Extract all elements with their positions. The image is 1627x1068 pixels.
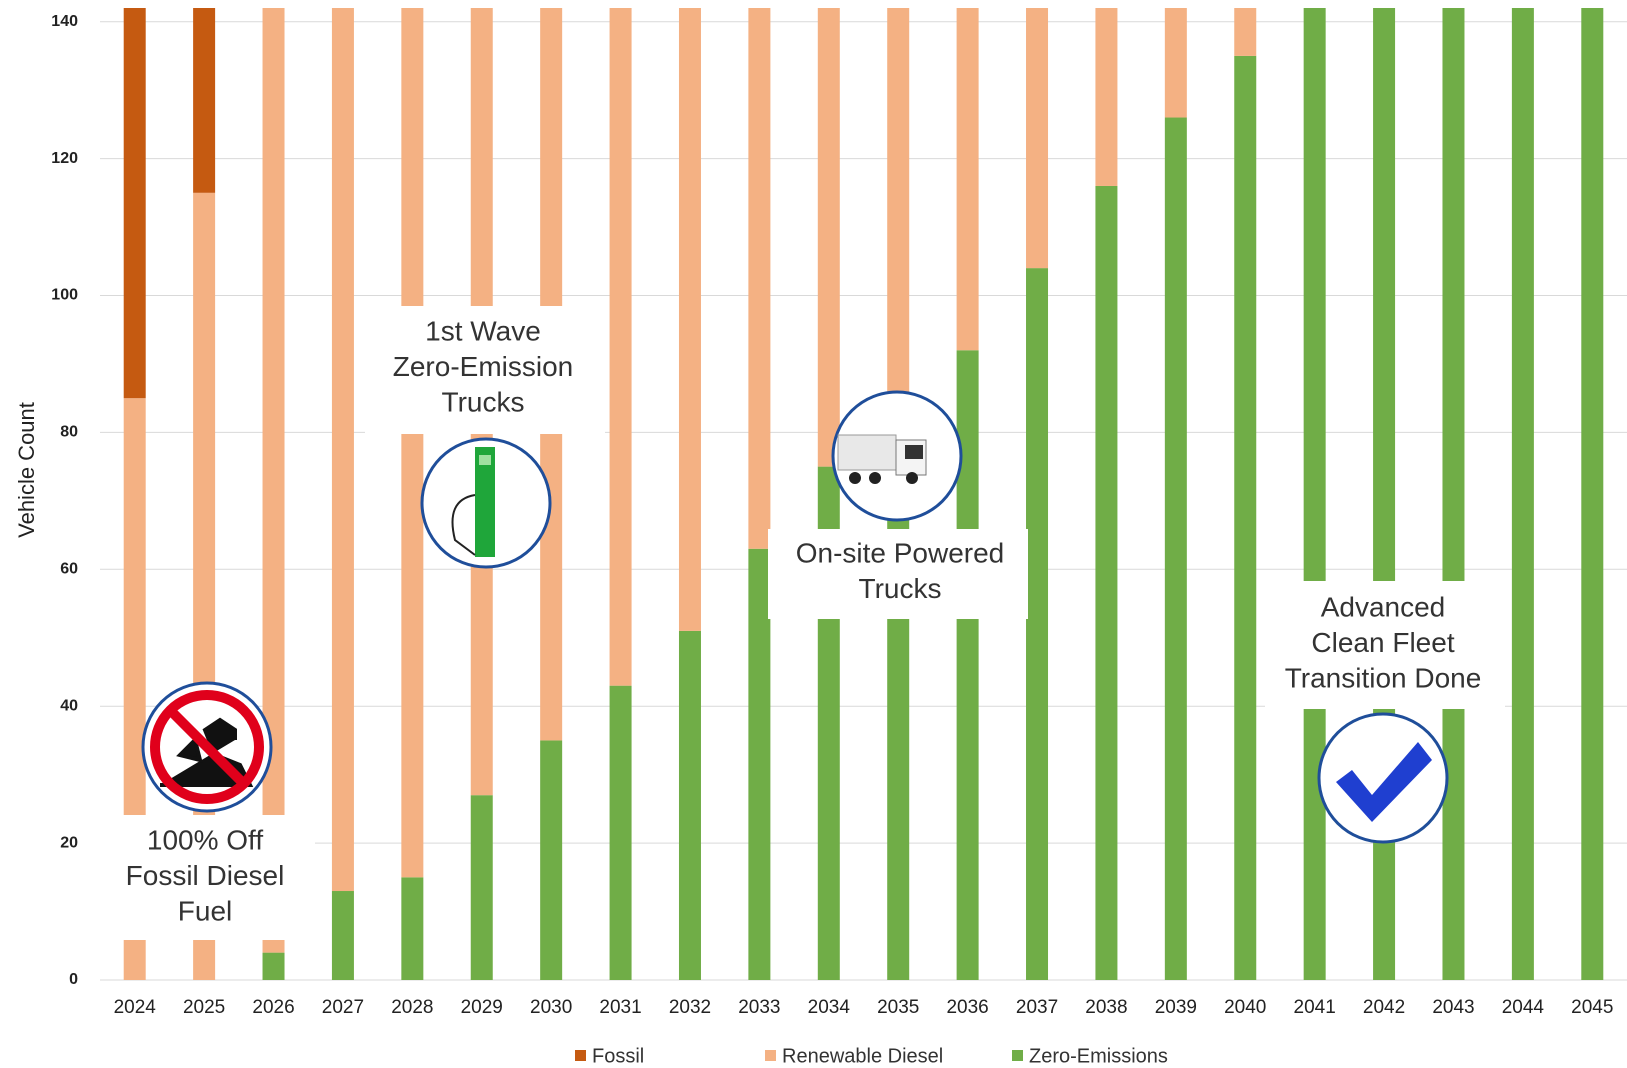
legend-swatch	[765, 1050, 776, 1061]
bar-segment	[193, 8, 216, 193]
x-tick-label: 2030	[530, 997, 572, 1018]
bar-segment	[401, 877, 424, 980]
annotation-text: On-site Powered	[796, 537, 1005, 568]
bar-segment	[1303, 8, 1326, 980]
annotation-text: Trucks	[442, 386, 525, 417]
x-tick-label: 2044	[1502, 997, 1545, 1018]
annotation-text: Transition Done	[1285, 662, 1482, 693]
bar-segment	[470, 795, 493, 980]
bar-segment	[123, 8, 146, 399]
bar-segment	[609, 8, 632, 686]
x-tick-label: 2025	[183, 997, 225, 1018]
y-tick-label: 20	[60, 834, 78, 851]
bar-segment	[1234, 55, 1257, 981]
annotation-text: 100% Off	[147, 824, 263, 855]
annotation-box	[100, 815, 315, 940]
bar-segment	[678, 8, 701, 631]
annotation-box	[365, 306, 605, 434]
annotation-text: Trucks	[859, 573, 942, 604]
bar-segment	[262, 952, 285, 980]
bar-segment	[956, 350, 979, 980]
x-tick-label: 2036	[946, 997, 988, 1018]
bar-segment	[956, 8, 979, 351]
x-tick-label: 2032	[669, 997, 711, 1018]
annotation-box	[768, 529, 1028, 619]
bar-segment	[540, 740, 563, 980]
x-tick-label: 2043	[1432, 997, 1474, 1018]
legend-swatch	[1012, 1050, 1023, 1061]
x-tick-label: 2028	[391, 997, 433, 1018]
legend-label: Fossil	[592, 1045, 644, 1067]
x-tick-label: 2035	[877, 997, 919, 1018]
bar-segment	[331, 891, 354, 980]
y-tick-label: 140	[51, 13, 78, 30]
x-tick-label: 2041	[1294, 997, 1336, 1018]
y-tick-label: 0	[69, 971, 78, 988]
bar-segment	[609, 685, 632, 980]
bar-segment	[1373, 8, 1396, 980]
bar-segment	[817, 8, 840, 467]
y-tick-label: 40	[60, 697, 78, 714]
legend-swatch	[575, 1050, 586, 1061]
annotation-text: Advanced	[1321, 591, 1446, 622]
annotation-text: 1st Wave	[425, 315, 541, 346]
bar-segment	[1234, 8, 1257, 56]
y-axis-label: Vehicle Count	[14, 402, 39, 538]
x-tick-label: 2037	[1016, 997, 1058, 1018]
legend-label: Zero-Emissions	[1029, 1045, 1168, 1067]
annotations: 100% Off Fossil Diesel Fuel 1st Wave Zero-Em…	[100, 306, 1505, 940]
annotation-text: Fuel	[178, 895, 232, 926]
bar-segment	[262, 8, 285, 953]
bar-segment	[1442, 8, 1465, 980]
x-tick-label: 2034	[808, 997, 851, 1018]
annotation-text: Clean Fleet	[1311, 627, 1454, 658]
bar-segment	[887, 8, 910, 399]
bar-segment	[1164, 117, 1187, 981]
bar-segment	[1026, 8, 1049, 269]
x-tick-label: 2038	[1085, 997, 1127, 1018]
bar-segment	[1511, 8, 1534, 980]
x-tick-label: 2027	[322, 997, 364, 1018]
y-tick-label: 100	[51, 287, 78, 304]
x-tick-label: 2039	[1155, 997, 1197, 1018]
y-tick-label: 80	[60, 424, 78, 441]
bar-segment	[1164, 8, 1187, 118]
bar-segment	[1026, 268, 1049, 980]
bar-segment	[887, 398, 910, 980]
bar-segment	[678, 630, 701, 980]
x-tick-label: 2029	[461, 997, 503, 1018]
bar-segment	[748, 8, 771, 549]
annotation-text: Fossil Diesel	[126, 860, 285, 891]
x-tick-label: 2033	[738, 997, 780, 1018]
annotation-text: Zero-Emission	[393, 351, 573, 382]
bar-segment	[331, 8, 354, 892]
x-tick-label: 2045	[1571, 997, 1613, 1018]
bar-segment	[1581, 8, 1604, 980]
annotation-box	[1265, 581, 1505, 709]
bar-segment	[1095, 185, 1118, 981]
x-tick-label: 2042	[1363, 997, 1405, 1018]
y-tick-label: 60	[60, 561, 78, 578]
x-tick-label: 2040	[1224, 997, 1266, 1018]
bar-segment	[748, 548, 771, 980]
x-tick-label: 2024	[114, 997, 157, 1018]
bar-segment	[401, 8, 424, 878]
y-tick-label: 120	[51, 150, 78, 167]
bar-segment	[1095, 8, 1118, 186]
x-tick-label: 2031	[599, 997, 641, 1018]
x-tick-label: 2026	[252, 997, 294, 1018]
legend-label: Renewable Diesel	[782, 1045, 943, 1067]
plot-area	[100, 8, 1627, 981]
